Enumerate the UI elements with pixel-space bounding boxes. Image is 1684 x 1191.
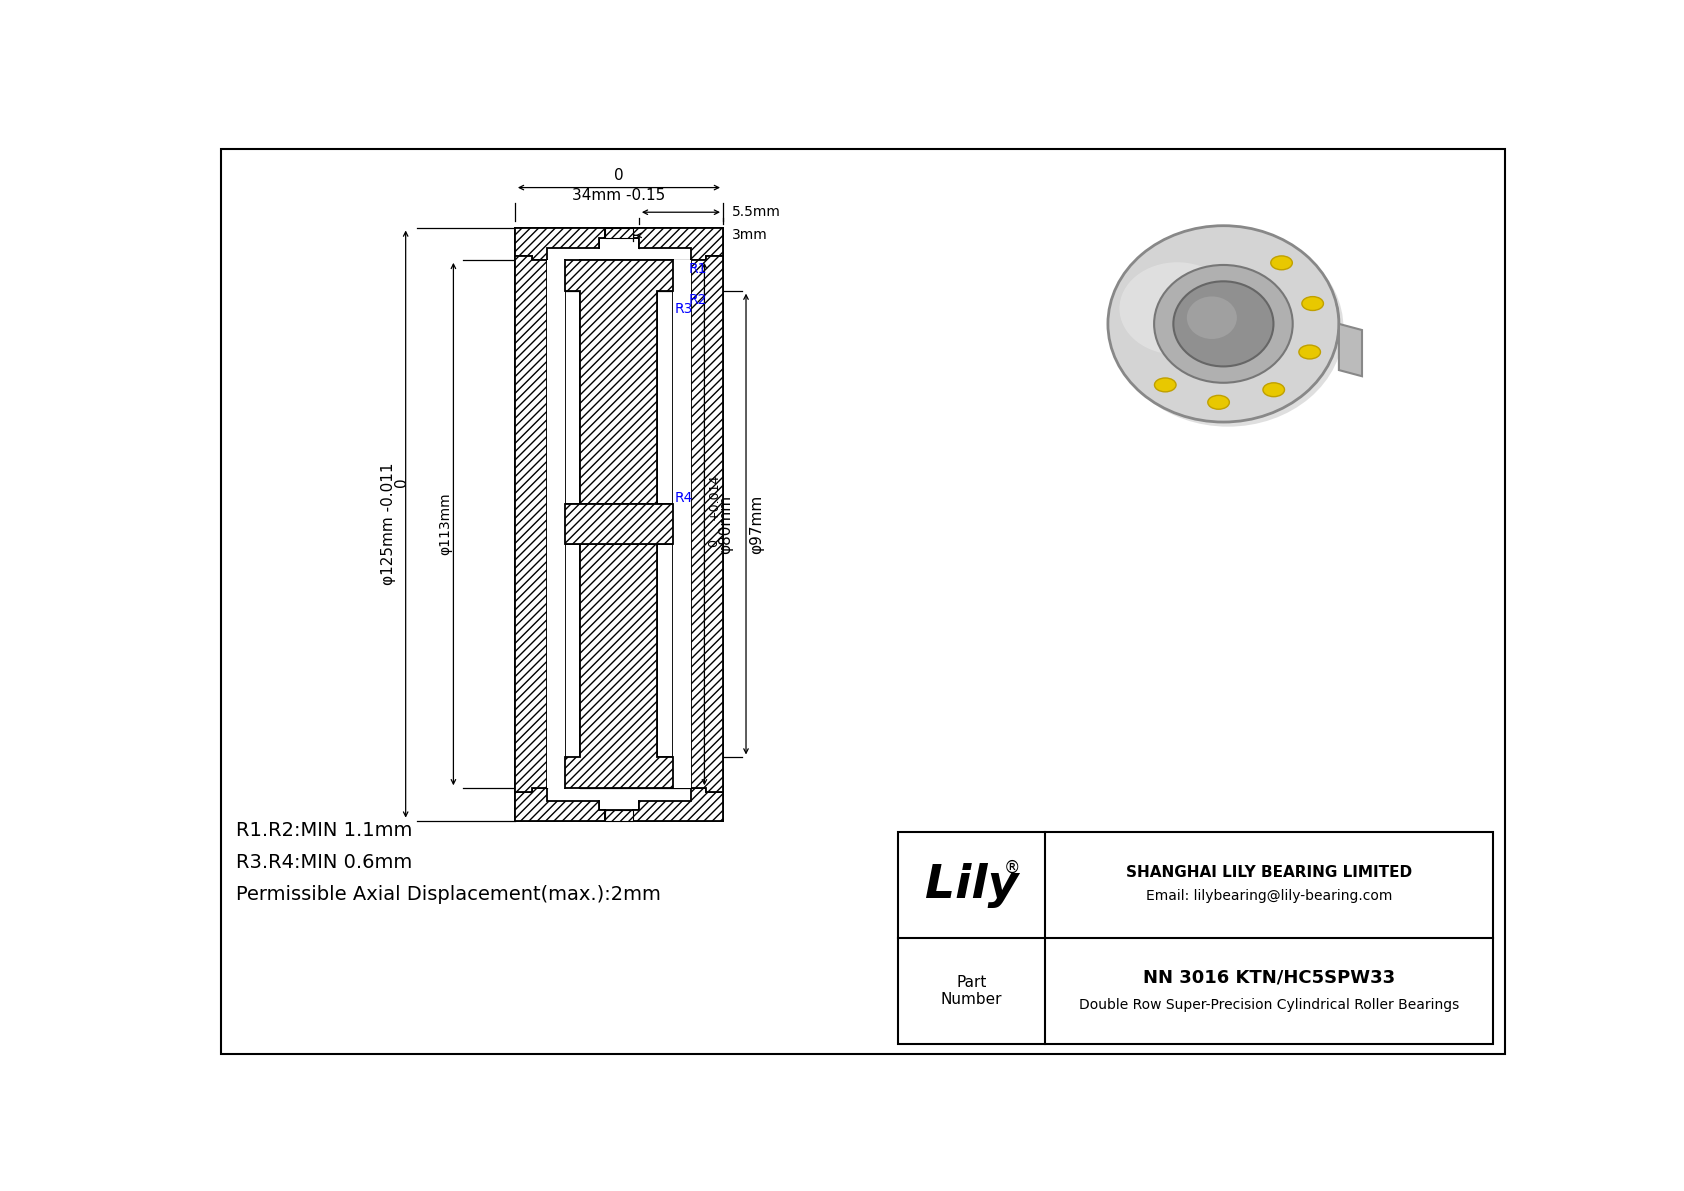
Polygon shape [515, 256, 547, 792]
Bar [547, 504, 566, 544]
Polygon shape [605, 227, 633, 238]
Text: Part
Number: Part Number [941, 974, 1002, 1008]
Text: R1: R1 [689, 262, 707, 276]
Ellipse shape [1120, 262, 1234, 355]
Ellipse shape [1302, 297, 1324, 311]
Ellipse shape [1207, 395, 1229, 410]
Polygon shape [1339, 324, 1362, 376]
Text: Lily: Lily [925, 862, 1019, 908]
Text: R3.R4:MIN 0.6mm: R3.R4:MIN 0.6mm [236, 853, 413, 872]
Bar [674, 260, 690, 504]
Ellipse shape [1154, 264, 1293, 382]
Ellipse shape [1174, 281, 1273, 367]
Text: R1.R2:MIN 1.1mm: R1.R2:MIN 1.1mm [236, 821, 413, 840]
Polygon shape [605, 227, 633, 238]
Polygon shape [633, 227, 722, 260]
Bar [674, 544, 690, 788]
Bar [547, 544, 566, 788]
Polygon shape [566, 544, 674, 788]
Text: 0: 0 [615, 168, 623, 182]
Text: +0.014: +0.014 [707, 474, 721, 520]
Text: 34mm -0.15: 34mm -0.15 [573, 188, 665, 202]
Polygon shape [605, 810, 633, 821]
Text: 5.5mm: 5.5mm [733, 205, 781, 219]
Bar [674, 504, 690, 544]
Text: R2: R2 [689, 293, 707, 307]
Ellipse shape [1113, 230, 1344, 426]
Ellipse shape [1155, 378, 1175, 392]
Text: NN 3016 KTN/HC5SPW33: NN 3016 KTN/HC5SPW33 [1143, 968, 1394, 986]
Polygon shape [633, 788, 722, 821]
Text: R4: R4 [674, 491, 692, 505]
Text: φ97mm: φ97mm [749, 494, 765, 554]
Text: SHANGHAI LILY BEARING LIMITED: SHANGHAI LILY BEARING LIMITED [1127, 865, 1411, 880]
Text: Email: lilybearing@lily-bearing.com: Email: lilybearing@lily-bearing.com [1145, 888, 1393, 903]
Ellipse shape [1263, 382, 1285, 397]
Text: 0: 0 [394, 476, 409, 487]
Polygon shape [566, 260, 674, 504]
Text: R3: R3 [674, 303, 692, 317]
Text: ®: ® [1004, 859, 1021, 877]
Text: φ113mm: φ113mm [440, 493, 453, 555]
Text: 0: 0 [707, 540, 721, 548]
Polygon shape [690, 256, 722, 792]
Text: 3mm: 3mm [733, 229, 768, 242]
Polygon shape [566, 504, 674, 544]
Bar [899, 833, 1494, 1043]
Text: φ125mm -0.011: φ125mm -0.011 [381, 463, 396, 585]
Polygon shape [605, 810, 633, 821]
Polygon shape [515, 227, 605, 260]
Ellipse shape [1187, 297, 1236, 339]
Text: Double Row Super-Precision Cylindrical Roller Bearings: Double Row Super-Precision Cylindrical R… [1079, 998, 1458, 1011]
Bar [547, 260, 566, 504]
Ellipse shape [1271, 256, 1292, 270]
Text: φ80mm: φ80mm [719, 494, 734, 554]
Text: Permissible Axial Displacement(max.):2mm: Permissible Axial Displacement(max.):2mm [236, 885, 662, 904]
Ellipse shape [1298, 345, 1320, 358]
Ellipse shape [1108, 226, 1339, 422]
Polygon shape [515, 788, 605, 821]
